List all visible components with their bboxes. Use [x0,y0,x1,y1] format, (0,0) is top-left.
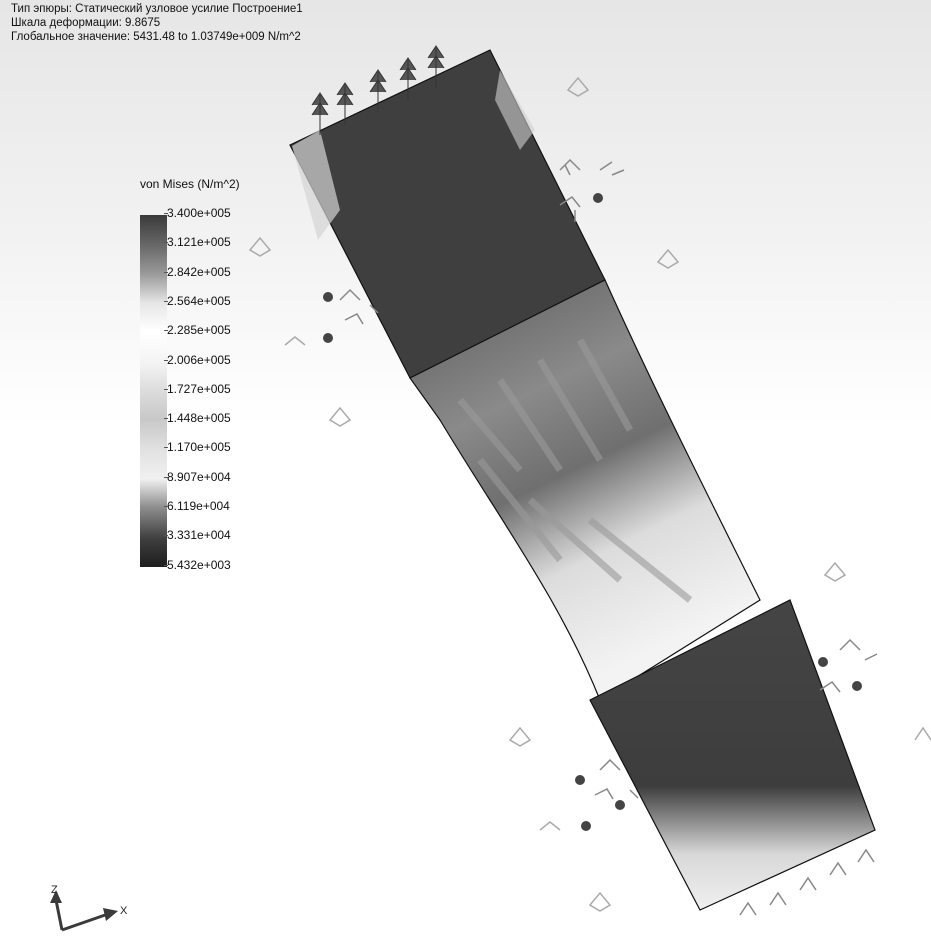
deformation-scale-label: Шкала деформации: 9.8675 [11,17,161,29]
x-axis-head [103,908,118,921]
legend-tick-label: 6.119e+004 [164,499,230,513]
z-axis-head [50,890,62,903]
legend-tick-label: 1.170e+005 [164,440,231,455]
z-axis-arrow [54,899,64,931]
fixture-icons [323,158,878,916]
legend-tick-label: 3.331e+004 [164,528,231,543]
model-top-highlight [292,130,340,240]
legend-tick-label: 2.285e+005 [164,323,231,338]
triad-z-label: Z [51,884,58,896]
plot-info-header: Тип эпюры: Статический узловое усилие По… [11,2,303,44]
plot-type-label: Тип эпюры: Статический узловое усилие По… [11,3,303,15]
force-arrows [311,45,445,135]
legend-tick-label: 2.842e+005 [164,264,231,279]
legend-title: von Mises (N/m^2) [140,177,240,191]
model-top-highlight-right [495,70,535,150]
model-middle-streaks [457,338,693,603]
model-bottom-block [589,599,876,911]
legend-tick-label: 2.006e+005 [164,352,231,367]
legend-tick-label: 3.400e+005 [164,206,231,220]
legend-tick-label: 5.432e+003 [164,557,231,572]
axis-triad [50,890,118,932]
legend-tick-label: 1.448e+005 [164,411,231,426]
color-scale-bar [140,215,167,567]
load-symbols [248,76,931,912]
legend-tick-label: 3.121e+005 [164,235,231,250]
legend-tick-label: 2.564e+005 [164,293,231,308]
legend-tick-label: 8.907e+004 [164,469,231,484]
global-value-label: Глобальное значение: 5431.48 to 1.03749e… [11,31,301,43]
x-axis-arrow [61,912,109,932]
legend-tick-label: 1.727e+005 [164,381,231,396]
triad-x-label: X [120,905,128,917]
model-middle-band [409,279,761,701]
